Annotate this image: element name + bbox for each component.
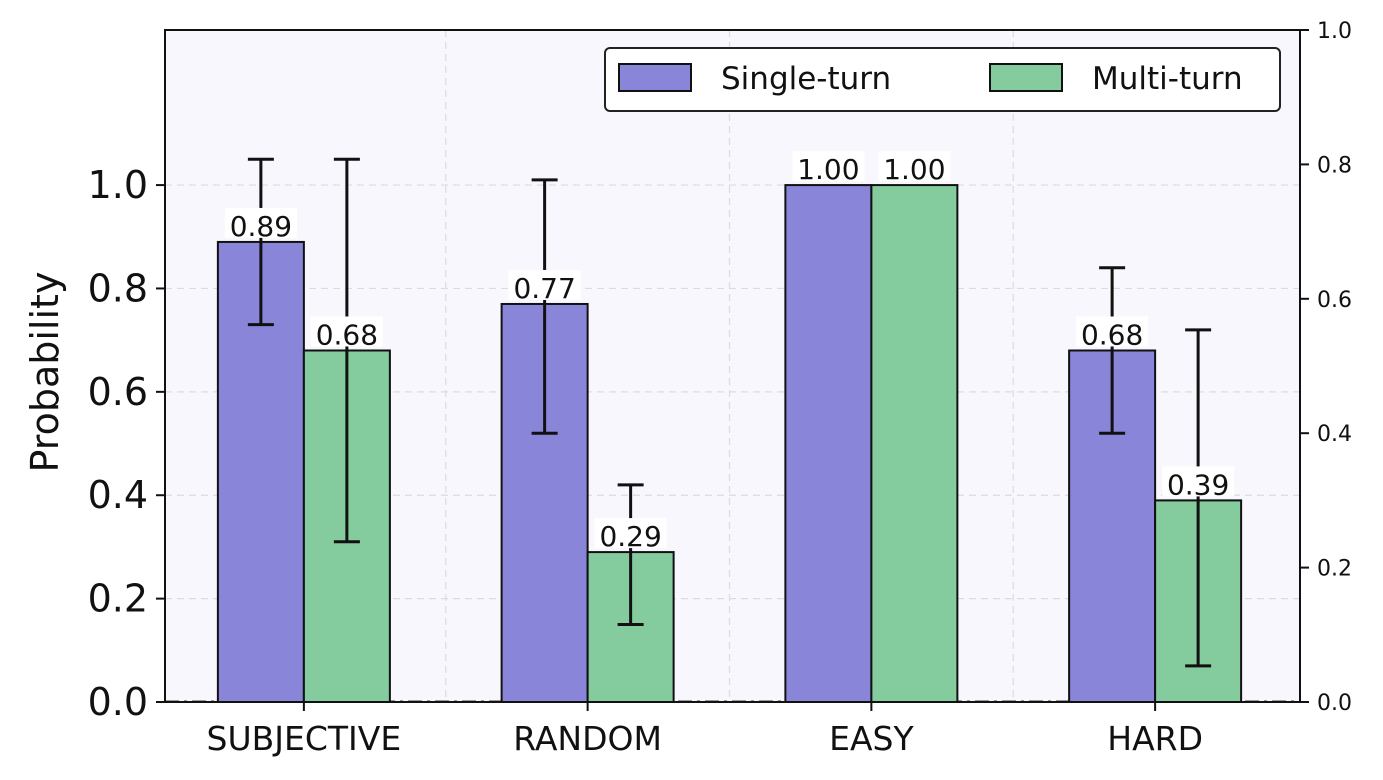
value-label: 0.89 xyxy=(230,210,292,243)
x-tick-label: SUBJECTIVE xyxy=(207,719,402,758)
x-tick-label: HARD xyxy=(1107,719,1203,758)
y-right-tick-label: 1.0 xyxy=(1317,19,1352,44)
value-label: 1.00 xyxy=(883,153,945,186)
value-label-box xyxy=(594,518,667,549)
value-label-box xyxy=(508,269,581,300)
value-label: 0.29 xyxy=(599,520,661,553)
x-tick-label: RANDOM xyxy=(513,719,662,758)
value-label: 0.68 xyxy=(316,318,378,351)
value-label: 1.00 xyxy=(797,153,859,186)
y-axis-right: 0.0 0.2 0.4 0.6 0.8 1.0 xyxy=(1300,19,1352,716)
legend-swatch xyxy=(989,63,1063,92)
grid xyxy=(165,30,1300,702)
y-tick-label: 0.2 xyxy=(88,577,148,621)
value-label-box xyxy=(1162,466,1235,497)
value-label-box xyxy=(878,151,951,182)
error-bars xyxy=(247,157,1212,668)
bar-multi-turn-easy xyxy=(870,184,959,704)
legend-swatch xyxy=(618,63,692,92)
y-tick-label: 1.0 xyxy=(88,163,148,207)
legend-label: Single-turn xyxy=(721,61,891,97)
legend-label: Multi-turn xyxy=(1092,61,1243,97)
x-tick-label: EASY xyxy=(829,719,914,758)
bar-single-turn-easy xyxy=(784,184,873,704)
y-axis-label: Probability xyxy=(23,272,67,473)
value-labels: 0.89 0.77 1.00 0.68 0.68 0.29 1.00 0.39 xyxy=(224,151,1235,553)
axes xyxy=(164,29,1301,703)
value-label-box xyxy=(224,207,297,238)
y-tick-label: 0.8 xyxy=(88,266,148,310)
value-label: 0.77 xyxy=(513,272,575,305)
x-axis: SUBJECTIVE RANDOM EASY HARD xyxy=(207,702,1203,758)
y-right-tick-label: 0.6 xyxy=(1317,288,1352,313)
y-tick-label: 0.4 xyxy=(88,473,148,517)
value-label-box xyxy=(1076,316,1149,347)
y-right-tick-label: 0.2 xyxy=(1317,557,1352,582)
axes-frame xyxy=(164,29,1301,703)
y-right-tick-label: 0.4 xyxy=(1317,422,1352,447)
legend: Single-turn Multi-turn xyxy=(604,47,1281,112)
value-label-box xyxy=(310,316,383,347)
y-tick-label: 0.0 xyxy=(88,680,148,724)
y-right-tick-label: 0.0 xyxy=(1317,691,1352,716)
y-right-tick-label: 0.8 xyxy=(1317,153,1352,178)
y-tick-label: 0.6 xyxy=(88,370,148,414)
value-label-box xyxy=(792,151,865,182)
y-axis-left: 0.0 0.2 0.4 0.6 0.8 1.0 xyxy=(88,163,165,724)
value-label: 0.68 xyxy=(1081,318,1143,351)
legend-box xyxy=(604,47,1281,112)
value-label: 0.39 xyxy=(1167,468,1229,501)
